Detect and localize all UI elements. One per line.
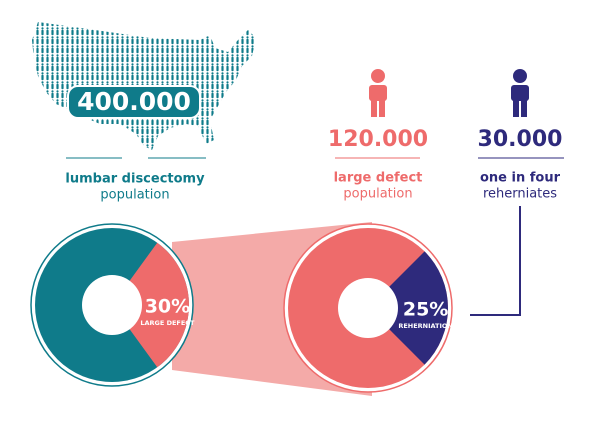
number-box bbox=[67, 85, 201, 119]
pie-value-label: 30% bbox=[145, 296, 190, 318]
pie-slice bbox=[112, 242, 190, 368]
stat-label-bold: one in four bbox=[480, 171, 561, 186]
stat-label: population bbox=[100, 188, 169, 203]
pie-hole bbox=[338, 278, 398, 338]
stat-label-bold: large defect bbox=[334, 171, 423, 186]
pie-slice bbox=[368, 251, 449, 365]
pie-hole bbox=[82, 275, 142, 335]
stat-label: reherniates bbox=[483, 187, 557, 202]
pie-value-label: 25% bbox=[403, 299, 448, 321]
pie-label: LARGE DEFECT bbox=[140, 319, 195, 327]
connector bbox=[470, 206, 521, 316]
stat-label: population bbox=[343, 187, 412, 202]
stat-label-bold: lumbar discectomy bbox=[65, 172, 205, 187]
person-icon bbox=[369, 69, 387, 117]
person-icon bbox=[511, 69, 529, 117]
stat-number: 30.000 bbox=[478, 127, 563, 152]
stat-number: 400.000 bbox=[77, 87, 191, 116]
pie-label: REHERNIATION bbox=[398, 322, 453, 330]
stat-number: 120.000 bbox=[328, 127, 428, 152]
